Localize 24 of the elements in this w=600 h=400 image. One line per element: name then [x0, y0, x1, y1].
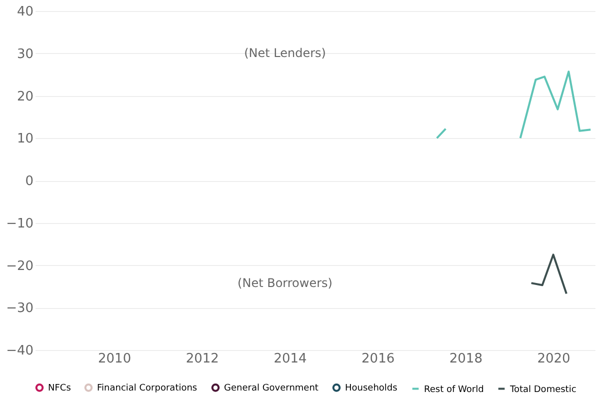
y-tick-label: 0 [25, 174, 34, 189]
y-tick-label: 10 [16, 132, 34, 147]
x-tick-label: 2020 [537, 352, 570, 366]
legend-label: Households [345, 384, 398, 394]
x-tick-label: 2012 [186, 352, 219, 366]
legend-label: NFCs [48, 384, 72, 394]
y-tick-label: −40 [6, 344, 34, 358]
x-tick-label: 2014 [274, 352, 307, 366]
y-tick-label: 20 [16, 89, 34, 104]
legend-label: General Government [224, 384, 319, 394]
legend-label: Rest of World [424, 384, 484, 395]
y-tick-label: 30 [16, 46, 34, 62]
y-tick-label: 40 [16, 4, 34, 20]
legend-label: Financial Corporations [97, 384, 198, 394]
x-tick-label: 2018 [449, 352, 482, 366]
line-series [530, 254, 568, 295]
y-tick-label: −30 [6, 301, 34, 316]
x-tick-label: 2016 [362, 352, 395, 366]
x-tick-label: 2010 [98, 352, 132, 366]
y-tick-label: −20 [6, 258, 34, 274]
annotation: (Net Lenders) [244, 46, 326, 60]
y-tick-label: −10 [6, 216, 34, 232]
annotation: (Net Borrowers) [238, 276, 332, 290]
legend-label: Total Domestic [509, 384, 576, 395]
